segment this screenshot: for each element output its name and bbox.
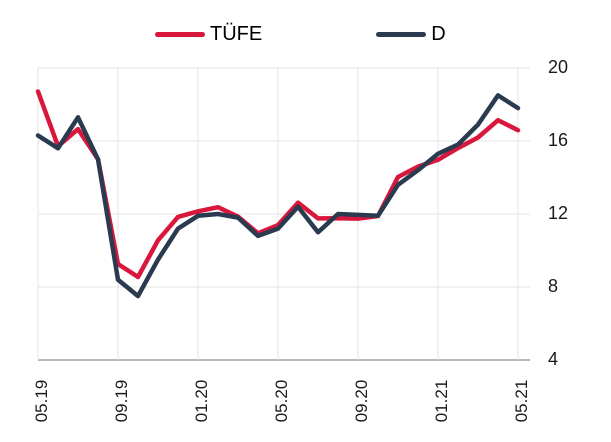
d-line-swatch-icon xyxy=(376,31,427,37)
series-line-d xyxy=(35,93,521,299)
x-tick-label: 01.20 xyxy=(192,379,211,423)
y-tick-label: 8 xyxy=(548,276,559,297)
chart-legend: TÜFE D xyxy=(155,22,446,46)
x-tick-label: 05.21 xyxy=(512,379,531,423)
legend-item-d: D xyxy=(376,22,446,46)
d-legend-label: D xyxy=(431,23,446,45)
y-tick-label: 16 xyxy=(548,130,569,151)
y-tick-label: 20 xyxy=(548,57,569,78)
x-tick-label: 05.19 xyxy=(32,379,51,423)
series-line-tüfe xyxy=(35,89,521,280)
x-tick-label: 05.20 xyxy=(272,379,291,423)
x-tick-label: 09.20 xyxy=(352,379,371,423)
x-tick-label: 09.19 xyxy=(112,379,131,423)
legend-item-tufe: TÜFE xyxy=(155,22,262,46)
tufe-legend-label: TÜFE xyxy=(210,23,263,45)
y-tick-label: 12 xyxy=(548,203,569,224)
y-tick-label: 4 xyxy=(548,349,559,370)
tufe-line-swatch-icon xyxy=(155,31,205,37)
x-tick-label: 01.21 xyxy=(432,379,451,423)
